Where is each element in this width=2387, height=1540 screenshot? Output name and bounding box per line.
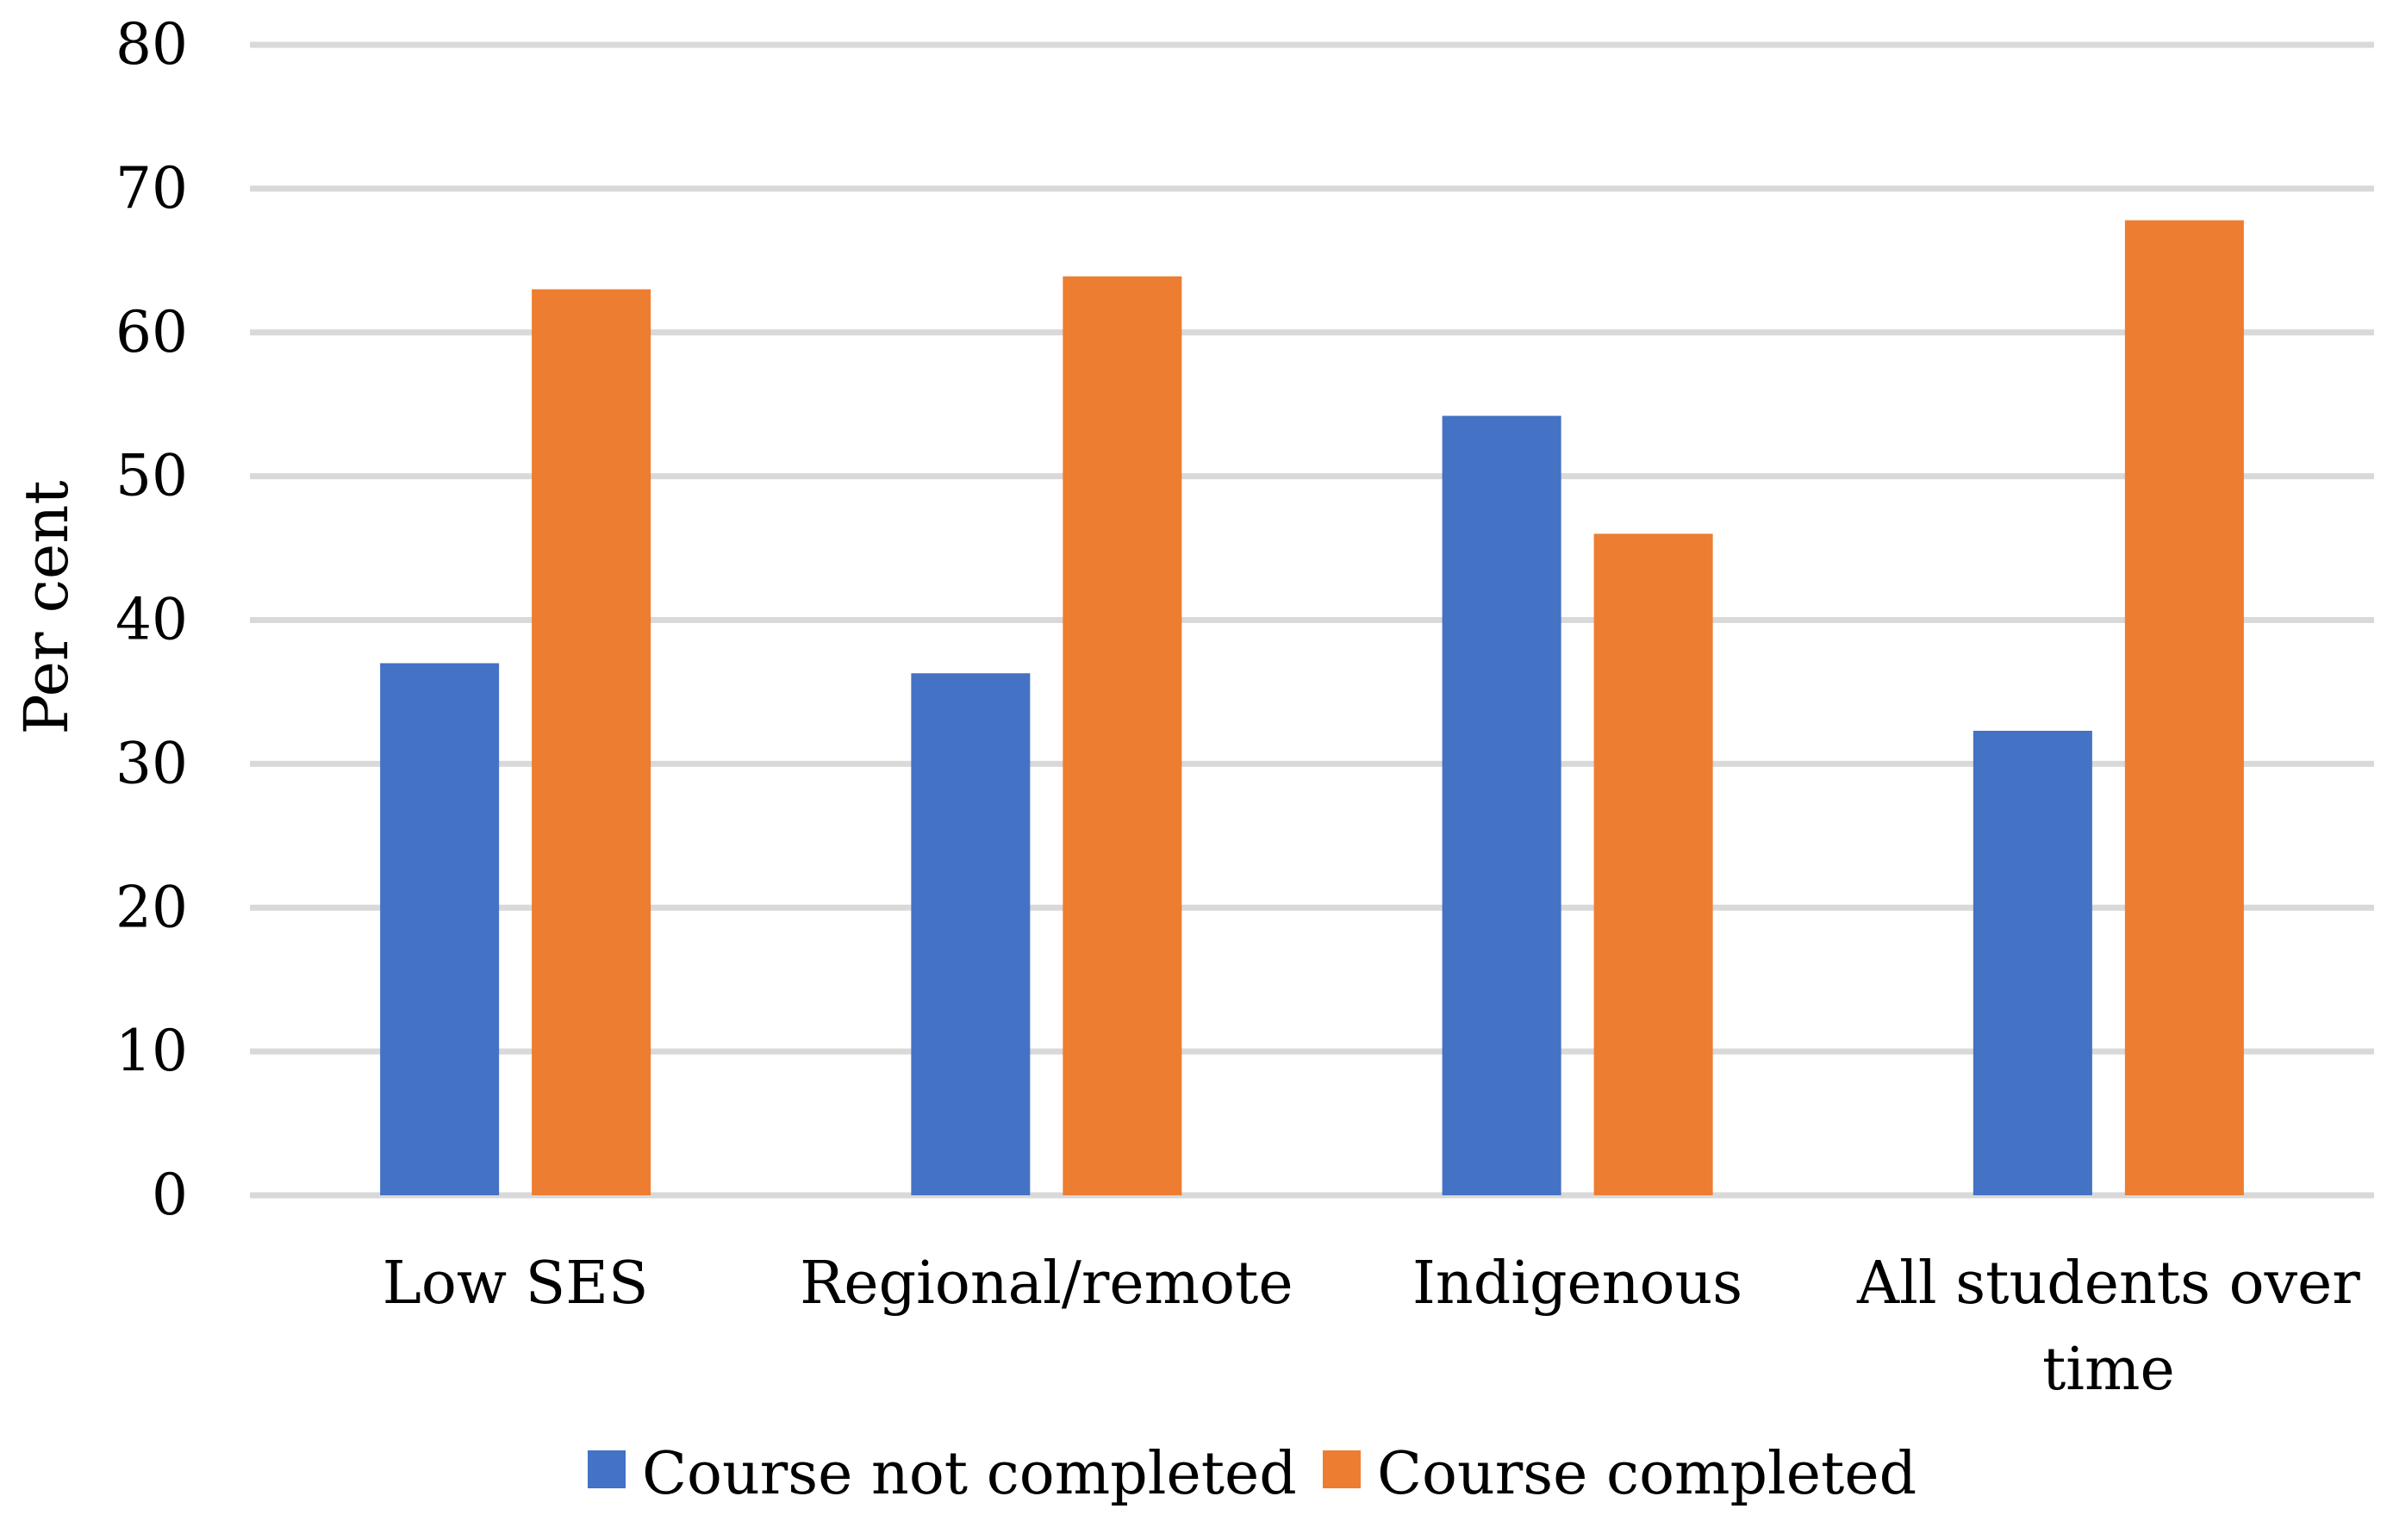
x-category-label-3-line-0: All students over (1856, 1250, 2360, 1318)
legend: Course not completed Course completed (588, 1440, 1916, 1508)
x-category-label-3-line-1: time (2042, 1336, 2175, 1404)
legend-swatch-1 (1323, 1450, 1361, 1488)
legend-label-1: Course completed (1377, 1440, 1916, 1508)
bar-completed-2 (1593, 533, 1713, 1195)
bar-completed-3 (2124, 220, 2244, 1195)
y-tick-label-40: 40 (115, 587, 188, 653)
bar-completed-0 (532, 289, 651, 1195)
bars (380, 220, 2244, 1196)
y-tick-label-70: 70 (115, 155, 188, 221)
bar-not-completed-2 (1442, 415, 1561, 1196)
y-axis-title: Per cent (11, 481, 82, 735)
y-tick-label-20: 20 (115, 874, 188, 940)
legend-swatch-0 (588, 1450, 626, 1488)
y-tick-label-30: 30 (115, 730, 188, 796)
x-category-label-2-line-0: Indigenous (1412, 1250, 1742, 1318)
y-tick-label-50: 50 (115, 443, 188, 509)
bar-completed-1 (1063, 276, 1182, 1196)
y-axis-ticks: 0 10 20 30 40 50 60 70 80 (115, 11, 188, 1228)
bar-not-completed-0 (380, 663, 500, 1195)
y-tick-label-10: 10 (115, 1018, 188, 1084)
y-tick-label-60: 60 (115, 299, 188, 365)
x-category-label-0-line-0: Low SES (383, 1250, 649, 1318)
x-category-label-1-line-0: Regional/remote (800, 1250, 1293, 1318)
y-tick-label-0: 0 (152, 1162, 188, 1228)
x-axis-categories: Low SES Regional/remote Indigenous All stud… (383, 1250, 2360, 1404)
bar-not-completed-3 (1973, 730, 2092, 1195)
y-tick-label-80: 80 (115, 11, 188, 78)
bar-not-completed-1 (911, 673, 1031, 1195)
legend-label-0: Course not completed (642, 1440, 1297, 1508)
